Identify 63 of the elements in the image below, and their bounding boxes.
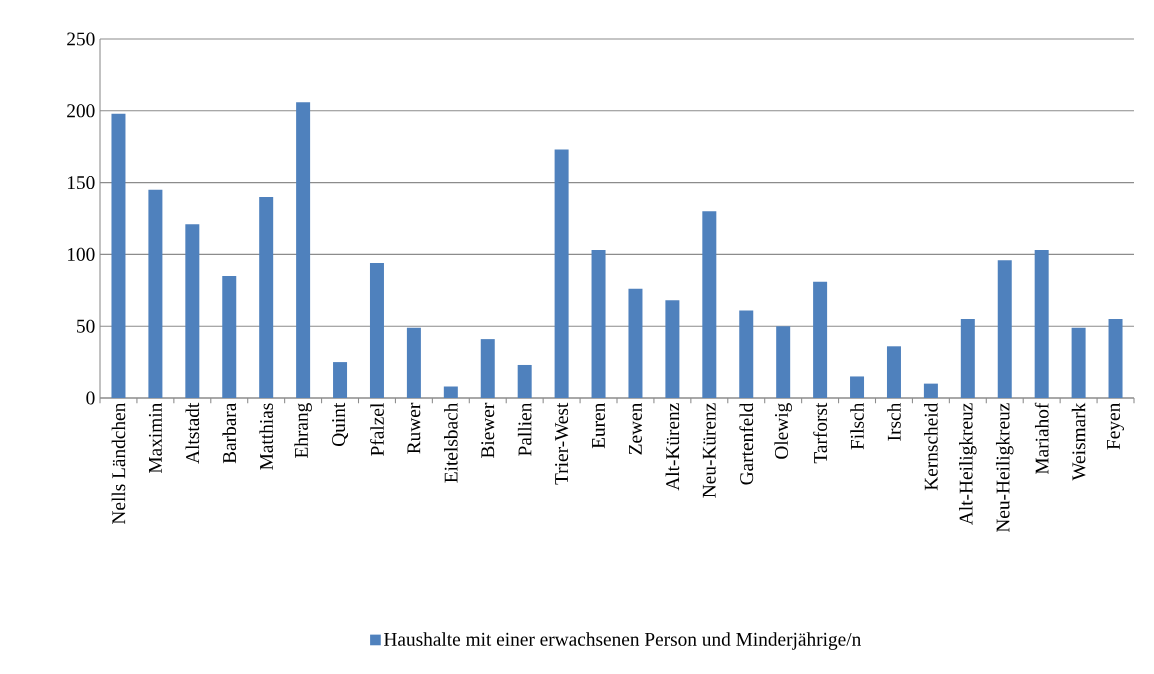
x-tick-label: Maximin (148, 402, 162, 474)
bar (406, 327, 421, 398)
bar (259, 196, 274, 398)
bar (369, 263, 384, 398)
x-tick-label: Pallien (517, 402, 532, 456)
y-tick-label: 150 (67, 176, 95, 190)
x-tick-label: Alt-Kürenz (665, 403, 680, 491)
x-tick-label: Eitelsbach (444, 402, 458, 483)
x-tick-label: Ruwer (407, 402, 421, 454)
x-tick-label: Neu-Kürenz (702, 403, 716, 498)
bar (850, 376, 865, 398)
x-tick-label: Ehrang (294, 403, 312, 458)
bar (1108, 319, 1123, 398)
bar (554, 149, 569, 398)
x-tick-label: Olewig (774, 403, 792, 459)
x-tick-label: Biewer (481, 402, 495, 458)
y-tick-label: 100 (67, 247, 95, 261)
bar (1034, 250, 1049, 398)
x-tick-label: Altstadt (185, 402, 200, 464)
bar (739, 310, 754, 398)
y-tick-label: 200 (67, 104, 95, 118)
bar (923, 383, 938, 398)
bar (480, 339, 495, 398)
x-tick-label: Mariahof (1034, 402, 1049, 475)
y-tick-label: 50 (77, 319, 95, 333)
x-tick-label: Filsch (850, 402, 864, 450)
x-tick-label: Irsch (887, 402, 901, 441)
x-tick-label: Nells Ländchen (111, 402, 126, 524)
bar (702, 211, 717, 398)
x-tick-label: Zewen (629, 402, 642, 455)
bar (960, 319, 975, 398)
bar (997, 260, 1012, 398)
x-tick-label: Matthias (259, 403, 273, 470)
x-tick-label: Trier-West (555, 402, 569, 485)
x-tick-label: Feyen (1107, 403, 1124, 450)
bar (443, 386, 458, 398)
x-tick-label: Euren (592, 402, 605, 449)
x-tick-label: Tarforst (813, 402, 828, 464)
x-tick-label: Gartenfeld (739, 402, 754, 485)
y-tick-label: 250 (67, 32, 95, 46)
y-tick-label: 0 (86, 391, 95, 405)
bar (296, 102, 311, 398)
bar (776, 326, 791, 398)
bar (222, 275, 237, 398)
x-tick-label: Neu-Heiligkreuz (995, 403, 1014, 533)
bar (813, 281, 828, 398)
x-tick-label: Pfalzel (370, 403, 384, 456)
x-tick-label: Weismark (1071, 402, 1086, 481)
bar (591, 250, 606, 398)
x-tick-label: Kernscheid (924, 402, 938, 491)
bar (333, 362, 348, 398)
bar (665, 300, 680, 398)
x-tick-label: Quint (332, 402, 349, 446)
bar (1071, 327, 1086, 398)
x-tick-label: Barbara (222, 402, 237, 464)
x-tick-label: Alt-Heiligkreuz (959, 403, 977, 525)
bar (111, 113, 126, 398)
bar (886, 346, 901, 398)
bar (517, 364, 532, 398)
bar (628, 288, 643, 398)
bar (148, 189, 163, 398)
bar (185, 224, 200, 398)
legend-label: Haushalte mit einer erwachsenen Person und Minderjährige/n (383, 632, 861, 650)
